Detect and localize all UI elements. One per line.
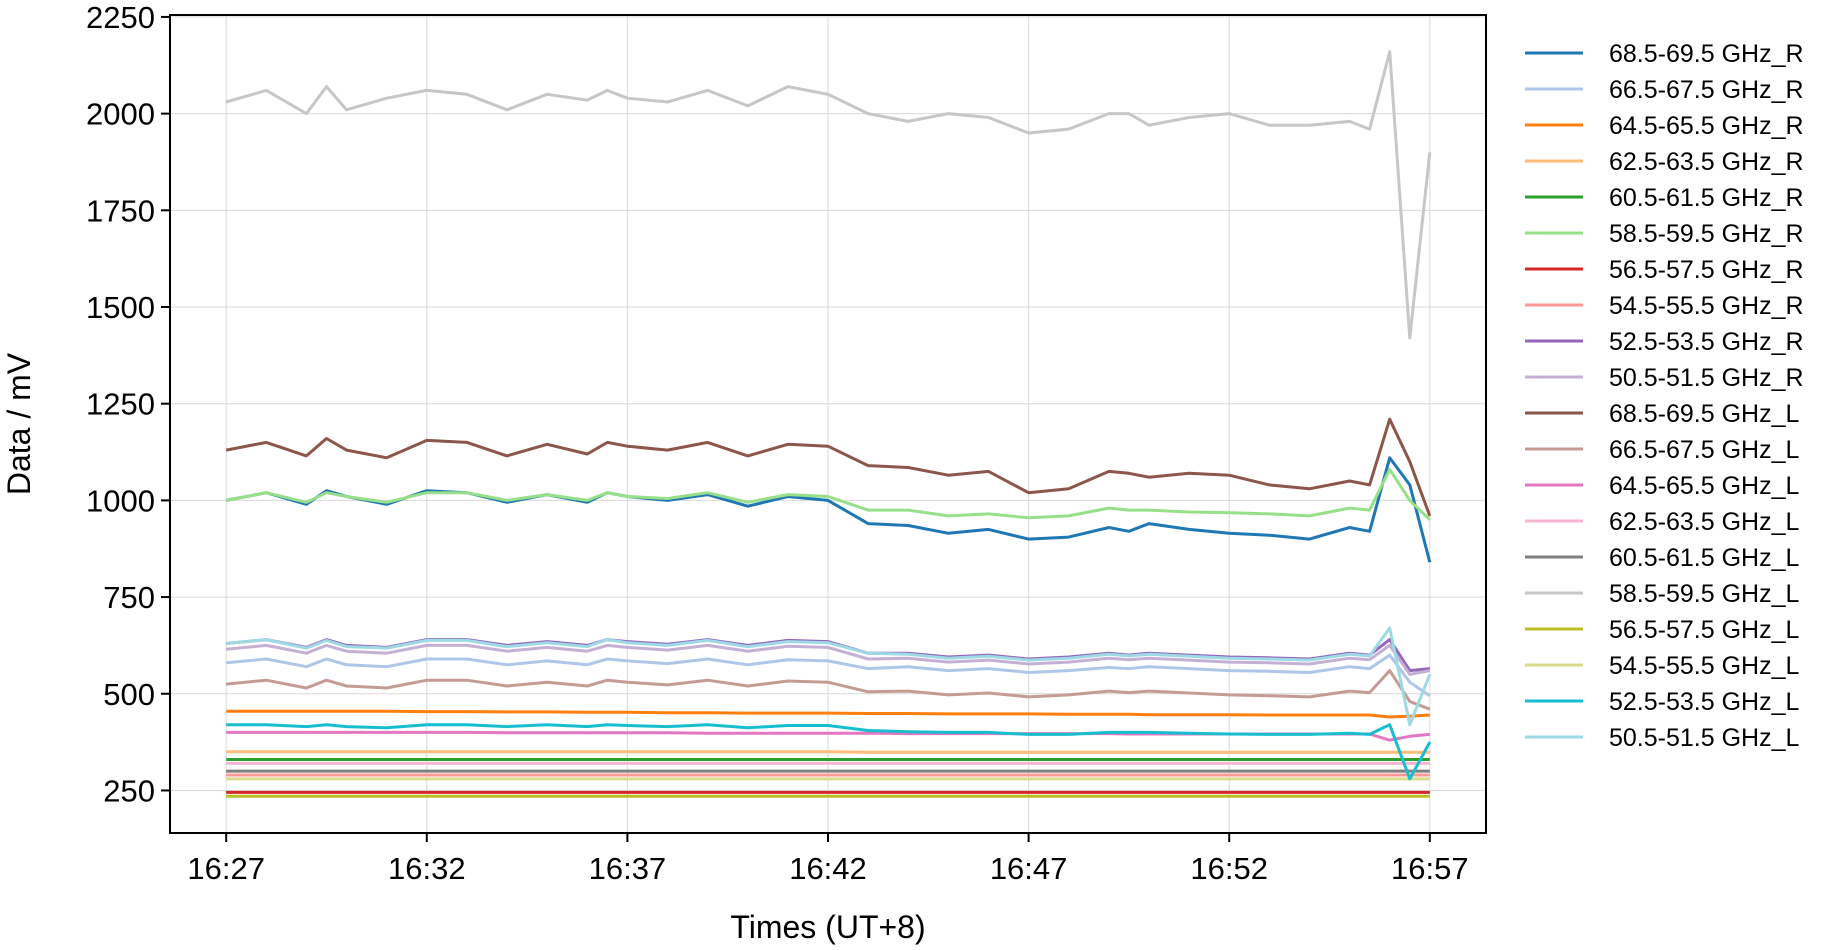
series-line-2 — [226, 709, 1430, 719]
x-tick-label: 16:47 — [990, 851, 1068, 886]
series-line-5 — [225, 467, 1431, 521]
legend-label: 58.5-59.5 GHz_R — [1609, 220, 1804, 248]
series-line-10 — [225, 417, 1432, 517]
legend-label: 54.5-55.5 GHz_R — [1609, 292, 1804, 320]
legend-entry: 64.5-65.5 GHz_R — [1525, 112, 1804, 140]
legend: 68.5-69.5 GHz_R 66.5-67.5 GHz_R 64.5-65.5 … — [1525, 40, 1804, 752]
legend-label: 56.5-57.5 GHz_L — [1609, 616, 1799, 644]
legend-entry: 56.5-57.5 GHz_R — [1525, 256, 1804, 284]
y-tick-label: 500 — [103, 677, 155, 712]
y-tick-label: 2250 — [86, 0, 155, 35]
series-line-15 — [225, 50, 1432, 340]
legend-label: 58.5-59.5 GHz_L — [1609, 580, 1799, 608]
series-lines — [225, 50, 1432, 798]
y-tick-label: 2000 — [86, 97, 155, 132]
series-line-18 — [226, 723, 1432, 781]
x-tick-label: 16:52 — [1190, 851, 1268, 886]
series-line-1 — [226, 653, 1431, 697]
legend-label: 66.5-67.5 GHz_L — [1609, 436, 1799, 464]
legend-label: 56.5-57.5 GHz_R — [1609, 256, 1804, 284]
y-axis-label: Data / mV — [1, 352, 37, 495]
legend-label: 60.5-61.5 GHz_R — [1609, 184, 1804, 212]
x-tick-label: 16:37 — [589, 851, 667, 886]
legend-entry: 54.5-55.5 GHz_R — [1525, 292, 1804, 320]
legend-entry: 58.5-59.5 GHz_R — [1525, 220, 1804, 248]
series-line-19 — [226, 626, 1432, 727]
legend-entry: 66.5-67.5 GHz_L — [1525, 436, 1799, 464]
legend-entry: 58.5-59.5 GHz_L — [1525, 580, 1799, 608]
legend-entry: 50.5-51.5 GHz_R — [1525, 364, 1804, 392]
y-tick-label: 1750 — [86, 193, 155, 228]
legend-entry: 56.5-57.5 GHz_L — [1525, 616, 1799, 644]
legend-label: 52.5-53.5 GHz_R — [1609, 328, 1804, 356]
legend-label: 60.5-61.5 GHz_L — [1609, 544, 1799, 572]
legend-entry: 68.5-69.5 GHz_R — [1525, 40, 1804, 68]
series-line-9 — [226, 643, 1431, 676]
y-tick-label: 1500 — [86, 290, 155, 325]
legend-entry: 52.5-53.5 GHz_R — [1525, 328, 1804, 356]
y-tick-label: 250 — [103, 773, 155, 808]
legend-label: 54.5-55.5 GHz_L — [1609, 652, 1799, 680]
legend-label: 66.5-67.5 GHz_R — [1609, 76, 1804, 104]
legend-entry: 68.5-69.5 GHz_L — [1525, 400, 1799, 428]
legend-label: 68.5-69.5 GHz_L — [1609, 400, 1799, 428]
x-tick-label: 16:32 — [388, 851, 466, 886]
axis-ticks: 16:27 16:32 16:37 16:42 16:47 16:52 16:57 250 50… — [86, 0, 1469, 886]
x-axis-label: Times (UT+8) — [730, 909, 925, 945]
legend-entry: 50.5-51.5 GHz_L — [1525, 724, 1799, 752]
legend-label: 68.5-69.5 GHz_R — [1609, 40, 1804, 68]
legend-entry: 62.5-63.5 GHz_L — [1525, 508, 1799, 536]
legend-entry: 60.5-61.5 GHz_R — [1525, 184, 1804, 212]
y-tick-label: 1250 — [86, 387, 155, 422]
legend-entry: 52.5-53.5 GHz_L — [1525, 688, 1799, 716]
legend-entry: 54.5-55.5 GHz_L — [1525, 652, 1799, 680]
series-line-11 — [226, 669, 1431, 711]
legend-entry: 62.5-63.5 GHz_R — [1525, 148, 1804, 176]
y-tick-label: 1000 — [86, 483, 155, 518]
y-tick-label: 750 — [103, 580, 155, 615]
x-tick-label: 16:42 — [789, 851, 867, 886]
legend-label: 64.5-65.5 GHz_L — [1609, 472, 1799, 500]
x-tick-label: 16:27 — [187, 851, 265, 886]
legend-label: 52.5-53.5 GHz_L — [1609, 688, 1799, 716]
legend-label: 62.5-63.5 GHz_L — [1609, 508, 1799, 536]
legend-label: 50.5-51.5 GHz_L — [1609, 724, 1799, 752]
legend-label: 62.5-63.5 GHz_R — [1609, 148, 1804, 176]
legend-label: 50.5-51.5 GHz_R — [1609, 364, 1804, 392]
legend-entry: 64.5-65.5 GHz_L — [1525, 472, 1799, 500]
legend-label: 64.5-65.5 GHz_R — [1609, 112, 1804, 140]
legend-entry: 60.5-61.5 GHz_L — [1525, 544, 1799, 572]
legend-entry: 66.5-67.5 GHz_R — [1525, 76, 1804, 104]
x-tick-label: 16:57 — [1391, 851, 1469, 886]
